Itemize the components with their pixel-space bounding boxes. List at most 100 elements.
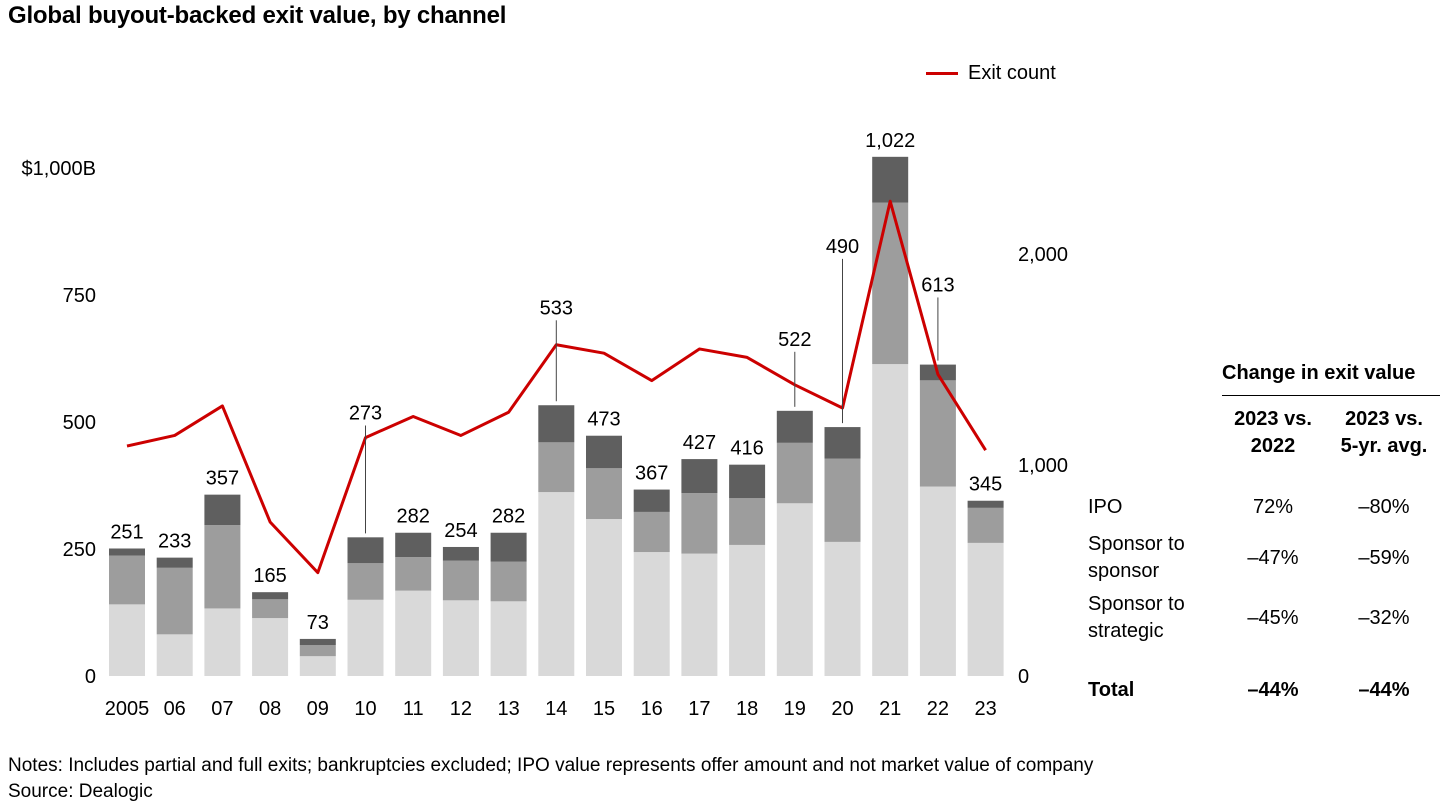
table-title: Change in exit value — [1222, 362, 1440, 396]
bar-total-label: 533 — [540, 297, 573, 319]
change-in-exit-value-table: Change in exit value 2023 vs. 2022 2023 … — [1088, 362, 1440, 704]
bar-segment-ipo — [156, 557, 193, 568]
bar-segment-ipo — [586, 435, 622, 469]
bar-total-label: 1,022 — [865, 130, 915, 152]
exit-count-legend: Exit count — [926, 62, 1056, 85]
bar-segment-sponsor-to-sponsor — [824, 458, 861, 542]
x-axis-label: 22 — [927, 698, 949, 720]
table-row: Sponsor to sponsor –47% –59% — [1088, 531, 1440, 585]
bar-segment-ipo — [872, 156, 909, 203]
bar-segment-ipo — [252, 592, 289, 600]
bar-segment-sponsor-to-sponsor — [490, 561, 527, 602]
x-axis-label: 18 — [736, 698, 758, 720]
footnotes: Notes: Includes partial and full exits; … — [8, 753, 1093, 805]
column-header-2023-vs-2022: 2023 vs. 2022 — [1234, 408, 1312, 457]
bar-segment-sponsor-to-sponsor — [156, 567, 193, 635]
table-row: Sponsor to strategic –45% –32% — [1088, 591, 1440, 645]
bar-segment-ipo — [776, 410, 813, 443]
bar-total-label: 613 — [921, 274, 954, 296]
bar-total-label: 427 — [683, 432, 716, 454]
x-axis-label: 10 — [354, 698, 376, 720]
bar-segment-sponsor-to-strategic — [586, 519, 622, 676]
bar-total-label: 357 — [206, 468, 239, 490]
table-row: IPO 72% –80% — [1088, 494, 1440, 521]
x-axis-label: 19 — [784, 698, 806, 720]
x-axis-label: 2005 — [105, 698, 150, 720]
bar-total-label: 165 — [253, 565, 286, 587]
row-label-ipo: IPO — [1088, 496, 1123, 518]
row-label-sponsor-to-strategic: Sponsor to strategic — [1088, 593, 1185, 642]
bar-segment-sponsor-to-strategic — [776, 503, 813, 676]
x-axis-label: 20 — [831, 698, 853, 720]
bar-segment-sponsor-to-sponsor — [299, 645, 336, 657]
bar-segment-sponsor-to-sponsor — [252, 599, 289, 619]
right-axis-tick-label: 1,000 — [1018, 455, 1068, 477]
sponsor-to-sponsor-vs-2022-value: –47% — [1247, 546, 1299, 569]
bar-segment-sponsor-to-sponsor — [681, 493, 718, 554]
bar-segment-sponsor-to-strategic — [824, 541, 861, 676]
row-label-total: Total — [1088, 679, 1135, 701]
left-axis-tick-label: 0 — [85, 666, 96, 688]
bar-total-label: 73 — [307, 612, 329, 634]
bar-total-label: 282 — [492, 506, 525, 528]
bar-total-label: 345 — [969, 474, 1002, 496]
total-vs-2022-value: –44% — [1247, 679, 1299, 701]
bar-segment-sponsor-to-strategic — [109, 604, 145, 676]
x-axis-label: 09 — [307, 698, 329, 720]
bar-segment-ipo — [967, 500, 1004, 508]
bar-total-label: 273 — [349, 402, 382, 424]
bar-segment-ipo — [729, 464, 766, 499]
bar-segment-sponsor-to-strategic — [442, 600, 479, 676]
exit-count-line-swatch — [926, 72, 958, 75]
bar-segment-sponsor-to-strategic — [633, 552, 670, 676]
bar-segment-sponsor-to-sponsor — [586, 468, 622, 520]
bar-segment-sponsor-to-strategic — [967, 542, 1004, 676]
bar-segment-sponsor-to-sponsor — [204, 525, 241, 609]
bar-segment-sponsor-to-sponsor — [633, 511, 670, 553]
exit-value-chart: 251 2005 233 06 357 07 165 08 73 09 273 10 282 11 254 1… — [21, 130, 1068, 720]
x-axis-label: 11 — [403, 698, 424, 720]
x-axis-label: 13 — [497, 698, 519, 720]
bar-total-label: 254 — [444, 520, 477, 542]
x-axis-label: 07 — [211, 698, 233, 720]
bar-segment-sponsor-to-sponsor — [919, 380, 956, 487]
bar-total-label: 490 — [826, 236, 859, 258]
bar-segment-ipo — [490, 532, 527, 562]
bar-segment-sponsor-to-strategic — [347, 599, 384, 676]
bar-segment-sponsor-to-strategic — [681, 553, 718, 676]
bar-segment-sponsor-to-strategic — [490, 601, 527, 676]
table-header-row: Change in exit value — [1088, 362, 1440, 396]
bar-segment-sponsor-to-strategic — [252, 618, 289, 676]
bar-segment-ipo — [109, 548, 145, 556]
total-vs-5yr-value: –44% — [1358, 679, 1410, 701]
bar-segment-sponsor-to-sponsor — [442, 560, 479, 601]
source-line: Source: Dealogic — [8, 781, 153, 802]
notes-line: Notes: Includes partial and full exits; … — [8, 755, 1094, 776]
x-axis-label: 23 — [974, 698, 996, 720]
x-axis-label: 16 — [641, 698, 663, 720]
right-axis-tick-label: 2,000 — [1018, 244, 1068, 266]
bar-segment-sponsor-to-sponsor — [395, 557, 432, 591]
ipo-vs-5yr-value: –80% — [1358, 496, 1410, 518]
bar-total-label: 251 — [110, 521, 143, 543]
sponsor-to-sponsor-vs-5yr-value: –59% — [1358, 546, 1410, 569]
sponsor-to-strategic-vs-2022-value: –45% — [1247, 606, 1299, 629]
bar-segment-sponsor-to-sponsor — [109, 555, 145, 605]
bar-segment-sponsor-to-sponsor — [776, 442, 813, 504]
table-total-row: Total –44% –44% — [1088, 677, 1440, 704]
left-axis-tick-label: 250 — [63, 539, 96, 561]
x-axis-label: 21 — [879, 698, 901, 720]
left-axis-tick-label: 750 — [63, 285, 96, 307]
row-label-sponsor-to-sponsor: Sponsor to sponsor — [1088, 533, 1185, 582]
column-header-2023-vs-5yr-avg: 2023 vs. 5-yr. avg. — [1340, 408, 1428, 457]
bar-segment-sponsor-to-strategic — [299, 656, 336, 676]
bar-segment-sponsor-to-sponsor — [729, 498, 766, 545]
bar-segment-sponsor-to-strategic — [872, 364, 909, 676]
bar-segment-ipo — [395, 532, 432, 558]
x-axis-label: 08 — [259, 698, 281, 720]
bar-total-label: 522 — [778, 329, 811, 351]
x-axis-label: 06 — [164, 698, 186, 720]
right-axis-tick-label: 0 — [1018, 666, 1029, 688]
bar-segment-ipo — [347, 537, 384, 564]
bar-segment-sponsor-to-strategic — [538, 492, 575, 676]
